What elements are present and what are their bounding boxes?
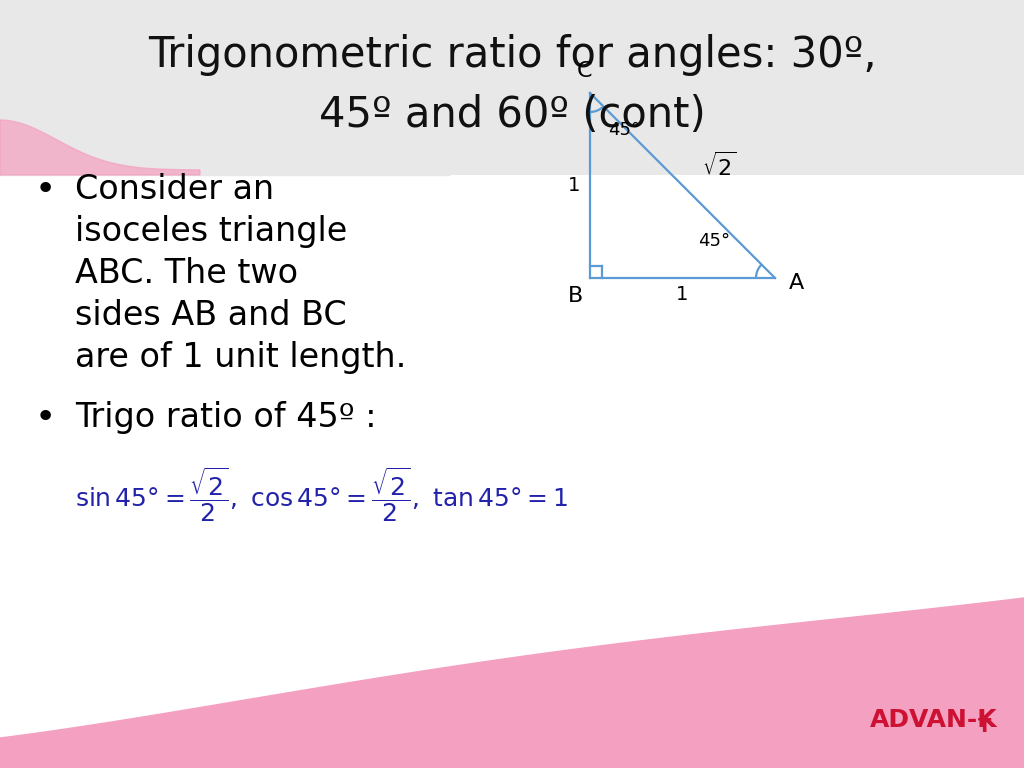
Text: $\sin 45° = \dfrac{\sqrt{2}}{2},\ \cos 45° = \dfrac{\sqrt{2}}{2},\ \tan 45° = 1$: $\sin 45° = \dfrac{\sqrt{2}}{2},\ \cos 4… xyxy=(75,466,568,525)
Polygon shape xyxy=(0,598,1024,768)
Polygon shape xyxy=(0,120,200,175)
Text: Consider an: Consider an xyxy=(75,173,274,206)
Text: 45º and 60º (cont): 45º and 60º (cont) xyxy=(318,94,706,136)
Text: 45°: 45° xyxy=(698,232,730,250)
Text: C: C xyxy=(578,61,593,81)
Text: 1: 1 xyxy=(676,284,689,303)
Text: $\sqrt{2}$: $\sqrt{2}$ xyxy=(702,151,737,180)
Text: B: B xyxy=(568,286,584,306)
Text: A: A xyxy=(790,273,804,293)
Text: ABC. The two: ABC. The two xyxy=(75,257,298,290)
Text: T: T xyxy=(978,717,991,736)
Text: •: • xyxy=(35,401,56,435)
Bar xyxy=(0,0,1024,175)
Text: ADVAN-K: ADVAN-K xyxy=(870,708,997,732)
Text: 1: 1 xyxy=(568,176,581,195)
Text: 45°: 45° xyxy=(608,121,640,139)
Text: sides AB and BC: sides AB and BC xyxy=(75,299,347,332)
Text: Trigo ratio of 45º :: Trigo ratio of 45º : xyxy=(75,401,377,434)
Text: are of 1 unit length.: are of 1 unit length. xyxy=(75,341,407,374)
Polygon shape xyxy=(0,0,450,175)
Text: isoceles triangle: isoceles triangle xyxy=(75,215,347,248)
Text: Trigonometric ratio for angles: 30º,: Trigonometric ratio for angles: 30º, xyxy=(147,34,877,76)
Text: •: • xyxy=(35,173,56,207)
